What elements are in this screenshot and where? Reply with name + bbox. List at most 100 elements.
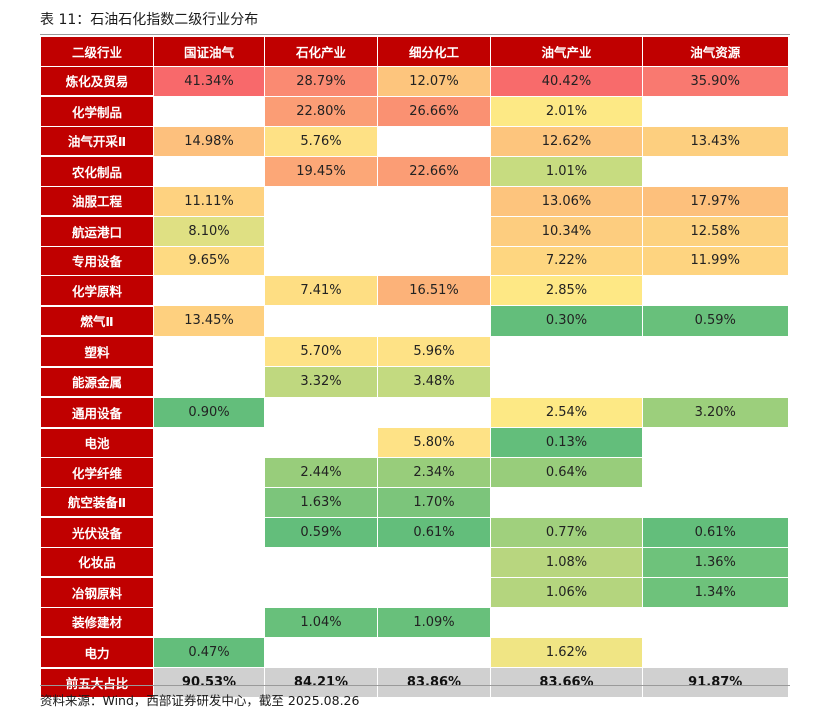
table-cell: 11.99% xyxy=(642,245,788,276)
table-cell: 3.48% xyxy=(377,366,491,397)
table-cell xyxy=(377,305,491,336)
table-cell: 0.59% xyxy=(642,305,788,336)
table-cell: 90.53% xyxy=(153,667,265,697)
table-cell xyxy=(377,396,491,428)
table-cell: 5.80% xyxy=(377,427,491,458)
table-cell xyxy=(642,95,788,126)
table-cell: 0.90% xyxy=(153,396,265,428)
table-cell: 2.54% xyxy=(490,396,643,428)
table-row: 燃气Ⅱ 13.45% 0.30% 0.59% xyxy=(40,304,788,336)
row-label: 专用设备 xyxy=(40,245,154,276)
table-cell xyxy=(153,427,265,458)
table-cell: 1.62% xyxy=(490,636,643,668)
table-row: 电池 5.80% 0.13% xyxy=(40,426,788,458)
row-label: 电力 xyxy=(40,636,154,668)
table-cell xyxy=(642,606,788,637)
table-cell: 1.09% xyxy=(377,606,491,637)
table-row: 化妆品 1.08% 1.36% xyxy=(40,546,788,577)
row-label: 化学制品 xyxy=(40,95,154,126)
table-cell xyxy=(642,636,788,668)
table-cell: 13.43% xyxy=(642,125,788,156)
row-label: 化学纤维 xyxy=(40,457,154,487)
row-label: 塑料 xyxy=(40,335,154,367)
table-cell: 83.66% xyxy=(490,667,643,697)
table-cell: 2.85% xyxy=(490,275,643,306)
column-header: 二级行业 xyxy=(40,36,154,66)
table-cell: 0.64% xyxy=(490,457,643,487)
table-cell: 19.45% xyxy=(264,155,378,186)
table-row: 专用设备 9.65% 7.22% 11.99% xyxy=(40,245,788,276)
table-cell: 1.06% xyxy=(490,576,643,607)
table-cell xyxy=(264,305,378,336)
row-label: 航空装备Ⅱ xyxy=(40,486,154,517)
table-cell: 22.80% xyxy=(264,95,378,126)
column-header: 石化产业 xyxy=(264,36,378,66)
table-cell: 14.98% xyxy=(153,125,265,156)
table-row: 电力 0.47% 1.62% xyxy=(40,636,788,668)
table-cell xyxy=(377,636,491,668)
table-cell xyxy=(153,457,265,487)
table-row: 农化制品 19.45% 22.66% 1.01% xyxy=(40,155,788,186)
table-row: 通用设备 0.90% 2.54% 3.20% xyxy=(40,396,788,428)
table-cell: 28.79% xyxy=(264,65,378,96)
table-cell xyxy=(264,245,378,276)
row-label: 光伏设备 xyxy=(40,516,154,547)
row-label: 能源金属 xyxy=(40,365,154,397)
table-cell: 2.44% xyxy=(264,457,378,487)
table-cell: 5.96% xyxy=(377,335,491,367)
table-cell xyxy=(642,427,788,458)
table-cell: 1.63% xyxy=(264,486,378,517)
total-row: 前五大占比 90.53% 84.21% 83.86% 83.66% 91.87% xyxy=(40,666,788,697)
table-cell: 1.34% xyxy=(642,576,788,607)
table-row: 油服工程 11.11% 13.06% 17.97% xyxy=(40,185,788,216)
table-cell: 0.13% xyxy=(490,427,643,458)
table-cell: 1.04% xyxy=(264,606,378,637)
row-label: 电池 xyxy=(40,426,154,458)
column-header: 油气产业 xyxy=(490,36,643,66)
table-cell xyxy=(377,576,491,607)
table-cell: 1.08% xyxy=(490,546,643,577)
table-cell: 0.77% xyxy=(490,516,643,547)
table-row: 化学纤维 2.44% 2.34% 0.64% xyxy=(40,457,788,487)
table-cell: 35.90% xyxy=(642,65,788,96)
table-row: 能源金属 3.32% 3.48% xyxy=(40,365,788,397)
table-row: 油气开采Ⅱ 14.98% 5.76% 12.62% 13.43% xyxy=(40,125,788,156)
table-cell xyxy=(264,215,378,246)
industry-distribution-table: 二级行业 国证油气 石化产业 细分化工 油气产业 油气资源 炼化及贸易 41.34… xyxy=(40,36,788,697)
table-cell xyxy=(153,335,265,367)
table-cell: 12.58% xyxy=(642,215,788,246)
table-cell: 7.22% xyxy=(490,245,643,276)
table-cell xyxy=(377,185,491,216)
table-cell: 13.45% xyxy=(153,305,265,336)
table-cell xyxy=(642,275,788,306)
source-note: 资料来源：Wind，西部证券研发中心，截至 2025.08.26 xyxy=(40,693,360,708)
row-label: 炼化及贸易 xyxy=(40,65,154,96)
table-cell: 7.41% xyxy=(264,275,378,306)
row-label: 航运港口 xyxy=(40,215,154,246)
table-cell xyxy=(264,546,378,577)
table-cell: 1.70% xyxy=(377,486,491,517)
table-cell xyxy=(377,546,491,577)
table-row: 化学原料 7.41% 16.51% 2.85% xyxy=(40,275,788,306)
top-rule xyxy=(40,34,790,35)
row-label: 油气开采Ⅱ xyxy=(40,125,154,156)
table-cell: 0.61% xyxy=(642,516,788,547)
row-label: 化妆品 xyxy=(40,546,154,577)
bottom-rule xyxy=(40,685,790,686)
table-cell xyxy=(153,546,265,577)
table-cell xyxy=(377,125,491,156)
table-cell: 91.87% xyxy=(642,667,788,697)
row-label: 装修建材 xyxy=(40,606,154,637)
table-cell xyxy=(490,486,643,517)
table-cell: 10.34% xyxy=(490,215,643,246)
table-cell: 12.62% xyxy=(490,125,643,156)
row-label: 油服工程 xyxy=(40,185,154,216)
table-cell xyxy=(153,606,265,637)
table-cell: 0.59% xyxy=(264,516,378,547)
row-label: 化学原料 xyxy=(40,275,154,306)
table-cell xyxy=(264,576,378,607)
table-cell xyxy=(264,636,378,668)
table-cell: 0.61% xyxy=(377,516,491,547)
table-row: 化学制品 22.80% 26.66% 2.01% xyxy=(40,95,788,126)
table-cell: 40.42% xyxy=(490,65,643,96)
